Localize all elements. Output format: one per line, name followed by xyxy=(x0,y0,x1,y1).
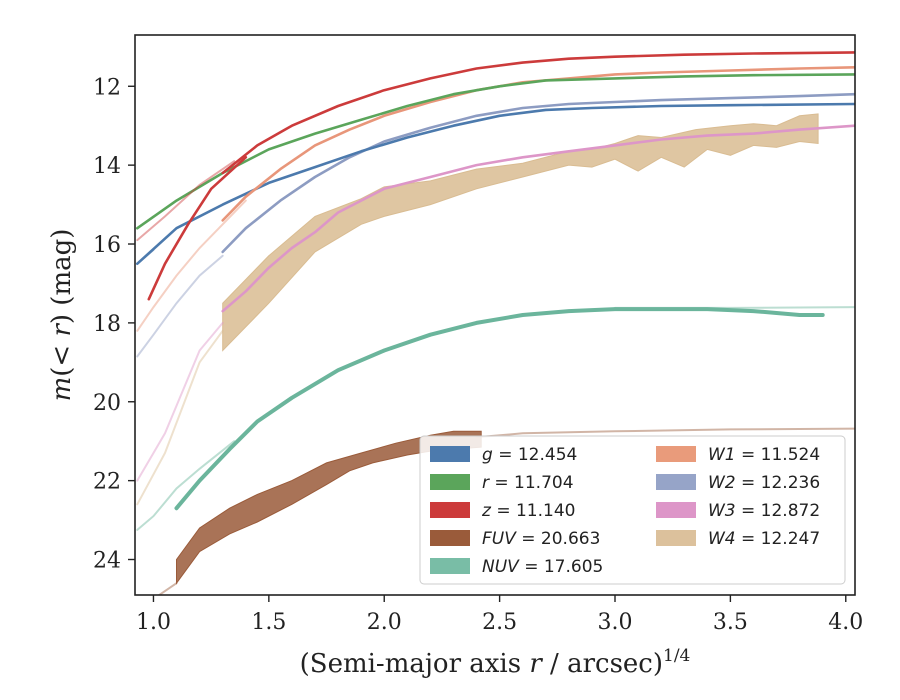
plot-frame xyxy=(134,34,856,596)
legend-label: FUV = 20.663 xyxy=(482,529,600,549)
series-fuv-faint xyxy=(157,582,178,595)
legend-swatch xyxy=(430,446,470,462)
legend-swatch xyxy=(430,474,470,490)
x-tick-label: 3.0 xyxy=(598,610,633,635)
legend-swatch xyxy=(656,474,696,490)
legend-swatch xyxy=(430,530,470,546)
series-nuv-line xyxy=(174,307,825,511)
legend-label: W2 = 12.236 xyxy=(708,473,820,493)
legend: g = 12.454 r = 11.704 z = 11.140 FUV = 20.6… xyxy=(419,435,846,585)
x-axis: 1.0 1.5 2.0 2.5 3.0 3.5 4.0 xyxy=(136,595,863,635)
series-z-line-inner xyxy=(147,156,248,301)
series-w2-line xyxy=(221,92,855,254)
series-layer xyxy=(136,51,855,595)
y-tick-label: 22 xyxy=(93,470,121,495)
y-tick-label: 24 xyxy=(93,549,121,574)
series-w3-line xyxy=(221,124,855,313)
series-group xyxy=(136,51,855,595)
y-tick-label: 14 xyxy=(93,154,121,179)
legend-swatch xyxy=(430,502,470,518)
legend-box xyxy=(419,435,846,585)
series-z-line xyxy=(221,51,855,175)
series-r-line xyxy=(136,73,855,230)
y-axis-label: m(< r) (mag) xyxy=(47,229,77,402)
legend-label: r = 11.704 xyxy=(482,473,574,493)
y-tick-label: 18 xyxy=(93,312,121,337)
legend-swatch xyxy=(656,530,696,546)
series-w1-faint xyxy=(136,199,247,332)
legend-label: z = 11.140 xyxy=(481,501,575,521)
series-fuv-faint xyxy=(475,427,855,439)
series-nuv-faint xyxy=(136,440,236,531)
x-tick-label: 2.5 xyxy=(482,610,517,635)
legend-label: W4 = 12.247 xyxy=(708,529,820,549)
legend-swatch xyxy=(656,502,696,518)
legend-label: g = 12.454 xyxy=(482,445,577,465)
series-z-faint xyxy=(136,160,236,242)
legend-label: NUV = 17.605 xyxy=(482,557,603,577)
legend-label: W1 = 11.524 xyxy=(708,445,820,465)
series-w2-faint xyxy=(136,254,224,358)
x-tick-label: 1.5 xyxy=(251,610,286,635)
series-w3-faint xyxy=(136,321,224,482)
legend-label: W3 = 12.872 xyxy=(708,501,820,521)
x-axis-label: (Semi-major axis r / arcsec)1/4 xyxy=(300,646,691,679)
y-tick-label: 12 xyxy=(93,75,121,100)
legend-items: g = 12.454 r = 11.704 z = 11.140 FUV = 20.6… xyxy=(430,445,820,577)
x-tick-label: 1.0 xyxy=(136,610,171,635)
series-w4-band xyxy=(222,113,819,352)
legend-swatch xyxy=(430,558,470,574)
x-tick-label: 4.0 xyxy=(828,610,863,635)
series-w4-faint xyxy=(136,329,224,506)
x-tick-label: 2.0 xyxy=(367,610,402,635)
x-tick-label: 3.5 xyxy=(713,610,748,635)
y-tick-label: 20 xyxy=(93,391,121,416)
series-g-line xyxy=(136,102,855,265)
y-tick-label: 16 xyxy=(93,233,121,258)
y-axis: 12 14 16 18 20 22 24 xyxy=(93,75,135,574)
legend-swatch xyxy=(656,446,696,462)
